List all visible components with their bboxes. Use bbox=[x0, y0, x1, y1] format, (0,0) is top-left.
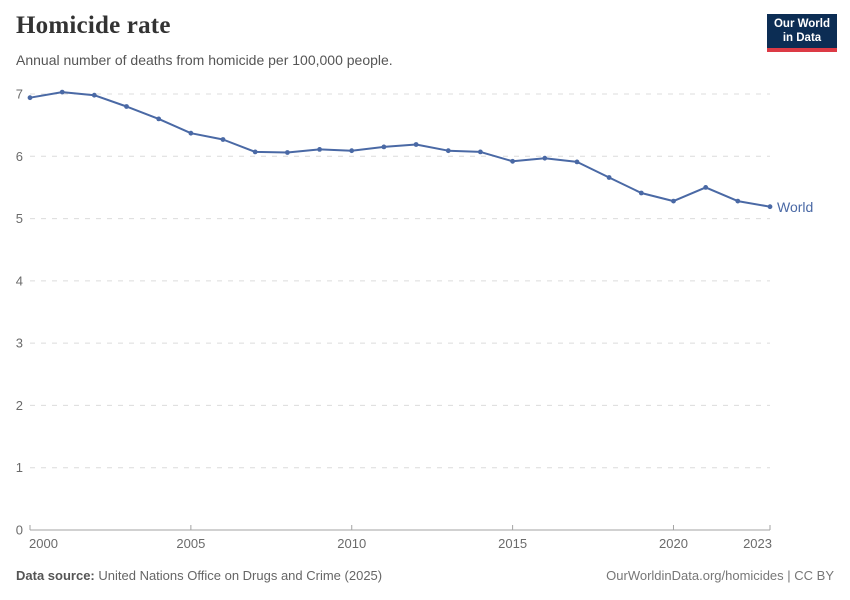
x-tick-label: 2000 bbox=[29, 536, 58, 551]
data-point[interactable] bbox=[606, 175, 612, 180]
data-point[interactable] bbox=[478, 149, 483, 155]
page-title: Homicide rate bbox=[16, 12, 171, 39]
y-tick-label: 4 bbox=[16, 273, 23, 288]
data-point[interactable] bbox=[574, 159, 580, 165]
data-point[interactable] bbox=[317, 147, 322, 152]
y-tick-label: 5 bbox=[16, 211, 23, 226]
y-tick-label: 6 bbox=[16, 149, 23, 164]
owid-logo-line2: in Data bbox=[782, 31, 822, 44]
data-point[interactable] bbox=[767, 204, 773, 210]
data-source-label: Data source: bbox=[16, 568, 95, 583]
data-point[interactable] bbox=[542, 155, 548, 161]
series-label-world[interactable]: World bbox=[777, 198, 814, 215]
y-tick-label: 2 bbox=[16, 398, 23, 413]
data-source-text: United Nations Office on Drugs and Crime… bbox=[98, 568, 383, 583]
data-point[interactable] bbox=[252, 149, 258, 155]
data-source: Data source: United Nations Office on Dr… bbox=[16, 568, 382, 583]
owid-logo[interactable]: Our World in Data bbox=[767, 14, 837, 52]
y-tick-label: 7 bbox=[16, 87, 23, 102]
data-point[interactable] bbox=[413, 142, 419, 147]
y-tick-label: 1 bbox=[16, 460, 23, 475]
chart-subtitle: Annual number of deaths from homicide pe… bbox=[16, 52, 393, 68]
x-tick-label: 2015 bbox=[498, 536, 527, 551]
x-tick-label: 2020 bbox=[659, 536, 688, 551]
data-point[interactable] bbox=[124, 104, 129, 109]
data-point[interactable] bbox=[671, 198, 676, 204]
license-link[interactable]: OurWorldinData.org/homicides | CC BY bbox=[606, 568, 834, 583]
data-point[interactable] bbox=[27, 95, 33, 101]
x-tick-label: 2010 bbox=[337, 536, 366, 551]
data-point[interactable] bbox=[349, 148, 355, 154]
data-point[interactable] bbox=[156, 116, 162, 122]
data-point[interactable] bbox=[445, 148, 451, 154]
data-point[interactable] bbox=[285, 150, 290, 155]
data-point[interactable] bbox=[59, 89, 65, 95]
data-point[interactable] bbox=[510, 158, 515, 164]
owid-logo-line1: Our World bbox=[773, 18, 830, 30]
data-point[interactable] bbox=[220, 137, 226, 142]
x-tick-label: 2023 bbox=[743, 536, 772, 551]
data-point[interactable] bbox=[381, 144, 387, 150]
y-tick-label: 0 bbox=[16, 523, 23, 538]
data-point[interactable] bbox=[735, 198, 741, 204]
data-point[interactable] bbox=[638, 190, 644, 196]
x-tick-label: 2005 bbox=[176, 536, 205, 551]
data-point[interactable] bbox=[188, 130, 194, 136]
data-point[interactable] bbox=[703, 185, 709, 190]
chart-footer: Data source: United Nations Office on Dr… bbox=[16, 568, 834, 583]
y-tick-label: 3 bbox=[16, 336, 23, 351]
data-line[interactable] bbox=[29, 91, 771, 208]
data-point[interactable] bbox=[91, 92, 97, 98]
